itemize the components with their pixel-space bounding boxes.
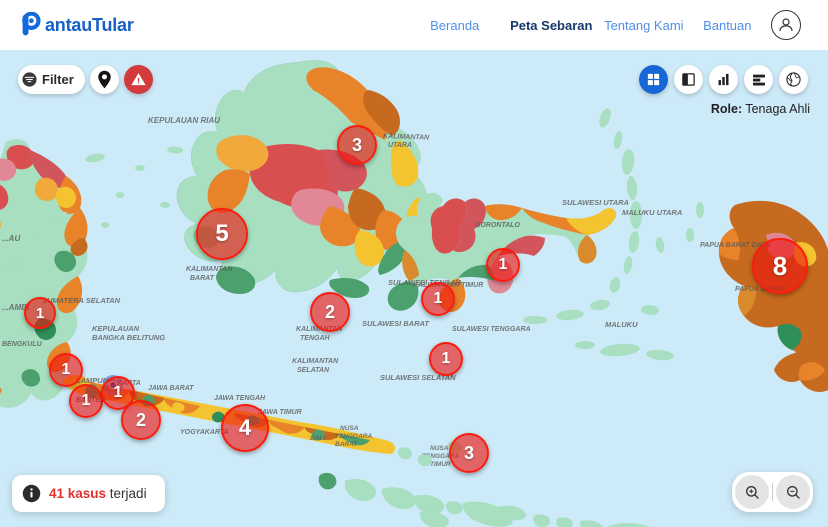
svg-text:UTARA: UTARA <box>388 142 412 149</box>
svg-text:SULAWESI TENGGARA: SULAWESI TENGGARA <box>452 326 531 333</box>
svg-text:TIMUR: TIMUR <box>430 461 451 468</box>
svg-text:SULAWESI BARAT: SULAWESI BARAT <box>362 319 430 328</box>
svg-text:SULAWESI TENGAH: SULAWESI TENGAH <box>388 278 462 287</box>
svg-text:GORONTALO: GORONTALO <box>475 222 521 229</box>
svg-text:KALIMANTAN: KALIMANTAN <box>186 266 233 273</box>
svg-text:BANGKA BELITUNG: BANGKA BELITUNG <box>92 333 165 342</box>
svg-text:JAWA BARAT: JAWA BARAT <box>148 385 194 392</box>
svg-text:KEPULAUAN: KEPULAUAN <box>92 324 140 333</box>
svg-text:BARAT: BARAT <box>335 441 358 448</box>
svg-text:SULAWESI UTARA: SULAWESI UTARA <box>562 198 629 207</box>
svg-text:SELATAN: SELATAN <box>297 367 330 374</box>
svg-text:MALUKU: MALUKU <box>605 320 638 329</box>
svg-text:...AU: ...AU <box>2 234 20 243</box>
svg-text:NUSA: NUSA <box>430 445 449 452</box>
svg-text:TENGAH: TENGAH <box>300 335 331 342</box>
svg-text:MALUKU UTARA: MALUKU UTARA <box>622 208 682 217</box>
svg-text:KEPULAUAN RIAU: KEPULAUAN RIAU <box>148 116 220 125</box>
svg-text:NUSA: NUSA <box>340 425 359 432</box>
svg-text:SUMATERA SELATAN: SUMATERA SELATAN <box>42 296 121 305</box>
svg-text:KALIMANTAN: KALIMANTAN <box>292 358 339 365</box>
svg-text:BALI: BALI <box>310 435 325 442</box>
svg-text:BARAT: BARAT <box>190 275 215 282</box>
svg-text:BENGKULU: BENGKULU <box>2 341 43 348</box>
svg-text:TENGGARA: TENGGARA <box>335 433 373 440</box>
svg-text:JAWA TENGAH: JAWA TENGAH <box>214 395 266 402</box>
